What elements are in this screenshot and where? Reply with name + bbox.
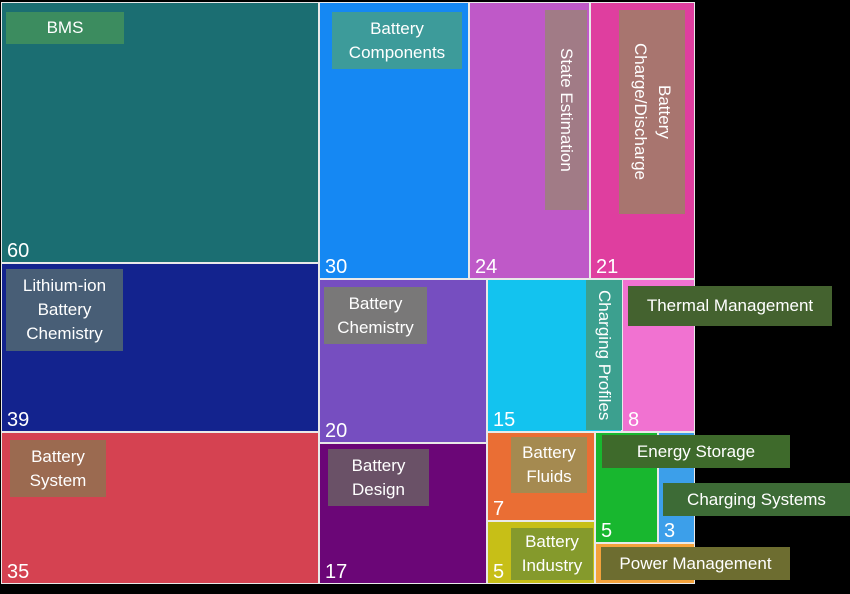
tile-value-charging-profiles: 15: [493, 409, 516, 431]
tile-value-battery-design: 17: [325, 561, 348, 583]
tile-label-battery-fluids: Battery Fluids: [511, 437, 587, 493]
tile-label-battery-charge-discharge: Battery Charge/Discharge: [619, 10, 685, 214]
treemap-tile-bms: 60: [1, 2, 319, 263]
tile-value-bms: 60: [7, 240, 30, 262]
tile-label-charging-systems: Charging Systems: [663, 483, 850, 516]
tile-label-battery-chemistry: Battery Chemistry: [324, 287, 427, 344]
tile-value-battery-components: 30: [325, 256, 348, 278]
tile-label-energy-storage: Energy Storage: [602, 435, 790, 468]
tile-value-energy-storage: 5: [601, 520, 613, 542]
tile-value-battery-charge-discharge: 21: [596, 256, 619, 278]
tile-label-charging-profiles: Charging Profiles: [586, 280, 622, 430]
tile-value-battery-system: 35: [7, 561, 30, 583]
tile-value-state-estimation: 24: [475, 256, 498, 278]
tile-label-power-management: Power Management: [601, 547, 790, 580]
tile-label-lithium-ion-battery-chemistry: Lithium-ion Battery Chemistry: [6, 269, 123, 351]
tile-value-battery-fluids: 7: [493, 498, 505, 520]
tile-label-battery-design: Battery Design: [328, 449, 429, 506]
tile-value-lithium-ion-battery-chemistry: 39: [7, 409, 30, 431]
tile-label-bms: BMS: [6, 12, 124, 44]
tile-value-thermal-management: 8: [628, 409, 640, 431]
tile-label-state-estimation: State Estimation: [545, 10, 587, 210]
tile-value-battery-chemistry: 20: [325, 420, 348, 442]
tile-value-battery-industry: 5: [493, 561, 505, 583]
tile-value-charging-systems: 3: [664, 520, 676, 542]
tile-label-thermal-management: Thermal Management: [628, 286, 832, 326]
tile-label-battery-components: Battery Components: [332, 12, 462, 69]
tile-label-battery-system: Battery System: [10, 440, 106, 497]
tile-label-battery-industry: Battery Industry: [511, 528, 593, 580]
